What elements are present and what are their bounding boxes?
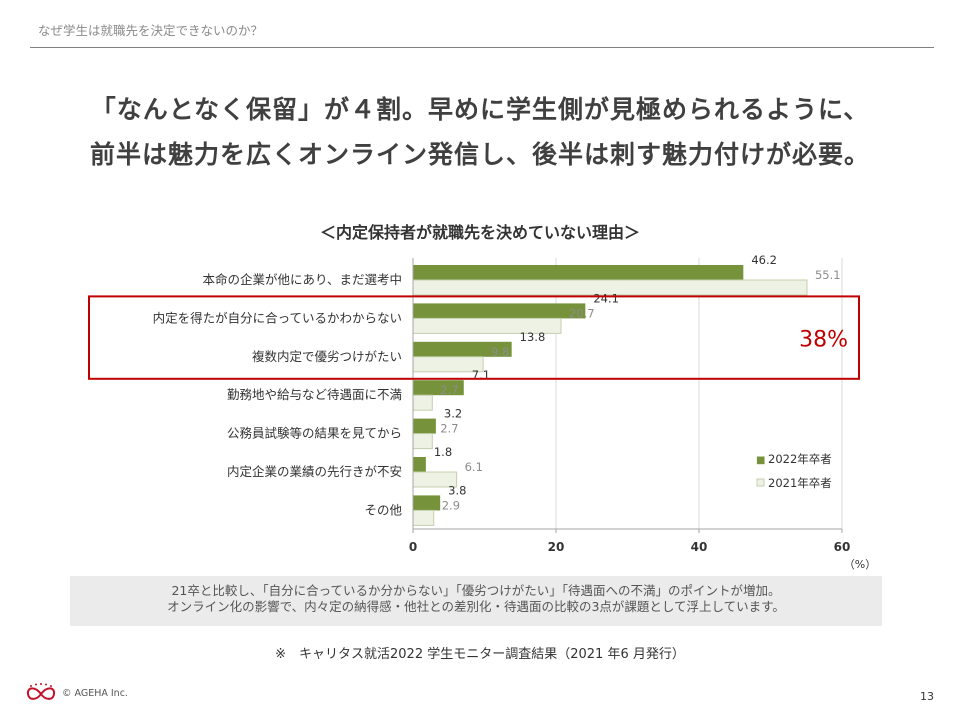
headline-line-1: 「なんとなく保留」が４割。早めに学生側が見極められるように、 bbox=[90, 95, 870, 124]
x-axis: 0 20 40 60 （%） bbox=[409, 258, 876, 571]
bar-s0-5 bbox=[413, 457, 426, 472]
category-labels: 本命の企業が他にあり、まだ選考中内定を得たが自分に合っているかわからない複数内定… bbox=[153, 272, 403, 517]
x-tick-label-40: 40 bbox=[691, 540, 708, 554]
value-label-s1-2: 9.8 bbox=[491, 345, 509, 359]
category-label-3: 勤務地や給与など待遇面に不満 bbox=[227, 387, 402, 402]
ageha-butterfly-logo-icon bbox=[26, 683, 56, 700]
category-label-1: 内定を得たが自分に合っているかわからない bbox=[153, 310, 402, 325]
value-label-s0-4: 3.2 bbox=[444, 407, 462, 421]
bar-s1-6 bbox=[412, 509, 435, 526]
highlight-label: 38% bbox=[799, 328, 848, 353]
value-label-s1-5: 6.1 bbox=[465, 460, 483, 474]
summary-note-box: 21卒と比較し、「自分に合っているか分からない」「優劣つけがたい」「待遇面への不… bbox=[70, 576, 882, 626]
value-label-s0-3: 7.1 bbox=[472, 368, 490, 382]
bar-s0-4 bbox=[413, 418, 436, 434]
summary-note-line-1: 21卒と比較し、「自分に合っているか分からない」「優劣つけがたい」「待遇面への不… bbox=[171, 583, 781, 598]
source-citation: ※ キャリタス就活2022 学生モニター調査結果（2021 年6 月発行） bbox=[275, 647, 685, 662]
value-label-s1-4: 2.7 bbox=[440, 422, 458, 436]
category-label-5: 内定企業の業績の先行きが不安 bbox=[227, 464, 402, 479]
bar-s0-6 bbox=[413, 495, 441, 511]
headline-line-2: 前半は魅力を広くオンライン発信し、後半は刺す魅力付けが必要。 bbox=[89, 140, 870, 169]
x-tick-label-60: 60 bbox=[834, 540, 851, 554]
legend-marker-0: ■ bbox=[756, 455, 765, 466]
reasons-bar-chart: ＜内定保持者が就職先を決めていない理由＞ 本命の企業が他にあり、まだ選考中内定を… bbox=[88, 223, 876, 571]
bar-s0-2 bbox=[413, 341, 512, 357]
x-tick-label-20: 20 bbox=[548, 540, 565, 554]
value-label-s0-0: 46.2 bbox=[751, 253, 777, 267]
chart-title: ＜内定保持者が就職先を決めていない理由＞ bbox=[320, 223, 640, 242]
bar-s0-1 bbox=[413, 303, 586, 319]
value-label-s0-5: 1.8 bbox=[434, 445, 452, 459]
category-label-0: 本命の企業が他にあり、まだ選考中 bbox=[202, 272, 402, 287]
value-label-s1-3: 2.7 bbox=[440, 383, 458, 397]
value-label-s0-1: 24.1 bbox=[593, 291, 619, 305]
bar-s0-3 bbox=[413, 380, 464, 396]
page-number: 13 bbox=[920, 690, 934, 703]
chart-bars bbox=[412, 265, 808, 526]
legend-label-1: 2021年卒者 bbox=[768, 476, 832, 490]
value-label-s1-6: 2.9 bbox=[442, 498, 460, 512]
x-tick-label-0: 0 bbox=[409, 540, 417, 554]
summary-note-line-2: オンライン化の影響で、内々定の納得感・他社との差別化・待遇面の比較の3点が課題と… bbox=[167, 599, 785, 614]
x-axis-unit: （%） bbox=[844, 558, 876, 571]
header-divider bbox=[30, 47, 934, 48]
bar-s1-3 bbox=[412, 394, 433, 411]
value-label-s0-2: 13.8 bbox=[520, 330, 546, 344]
category-label-6: その他 bbox=[364, 502, 402, 517]
bar-s0-0 bbox=[413, 265, 744, 280]
section-title: なぜ学生は就職先を決定できないのか？ bbox=[38, 23, 264, 38]
chart-gridlines bbox=[555, 258, 843, 529]
chart-legend: ■2022年卒者■2021年卒者 bbox=[756, 452, 832, 490]
bar-s1-4 bbox=[412, 433, 433, 450]
category-label-4: 公務員試験等の結果を見てから bbox=[227, 426, 402, 441]
category-label-2: 複数内定で優劣つけがたい bbox=[252, 349, 402, 364]
copyright-text: © AGEHA Inc. bbox=[62, 688, 128, 699]
value-label-s1-0: 55.1 bbox=[815, 268, 841, 282]
highlight-box-group: 38% bbox=[88, 295, 860, 380]
legend-label-0: 2022年卒者 bbox=[768, 452, 832, 466]
highlight-box bbox=[88, 295, 860, 380]
value-label-s0-6: 3.8 bbox=[448, 483, 466, 497]
value-label-s1-1: 20.7 bbox=[569, 306, 595, 320]
legend-swatch-1 bbox=[756, 478, 765, 487]
